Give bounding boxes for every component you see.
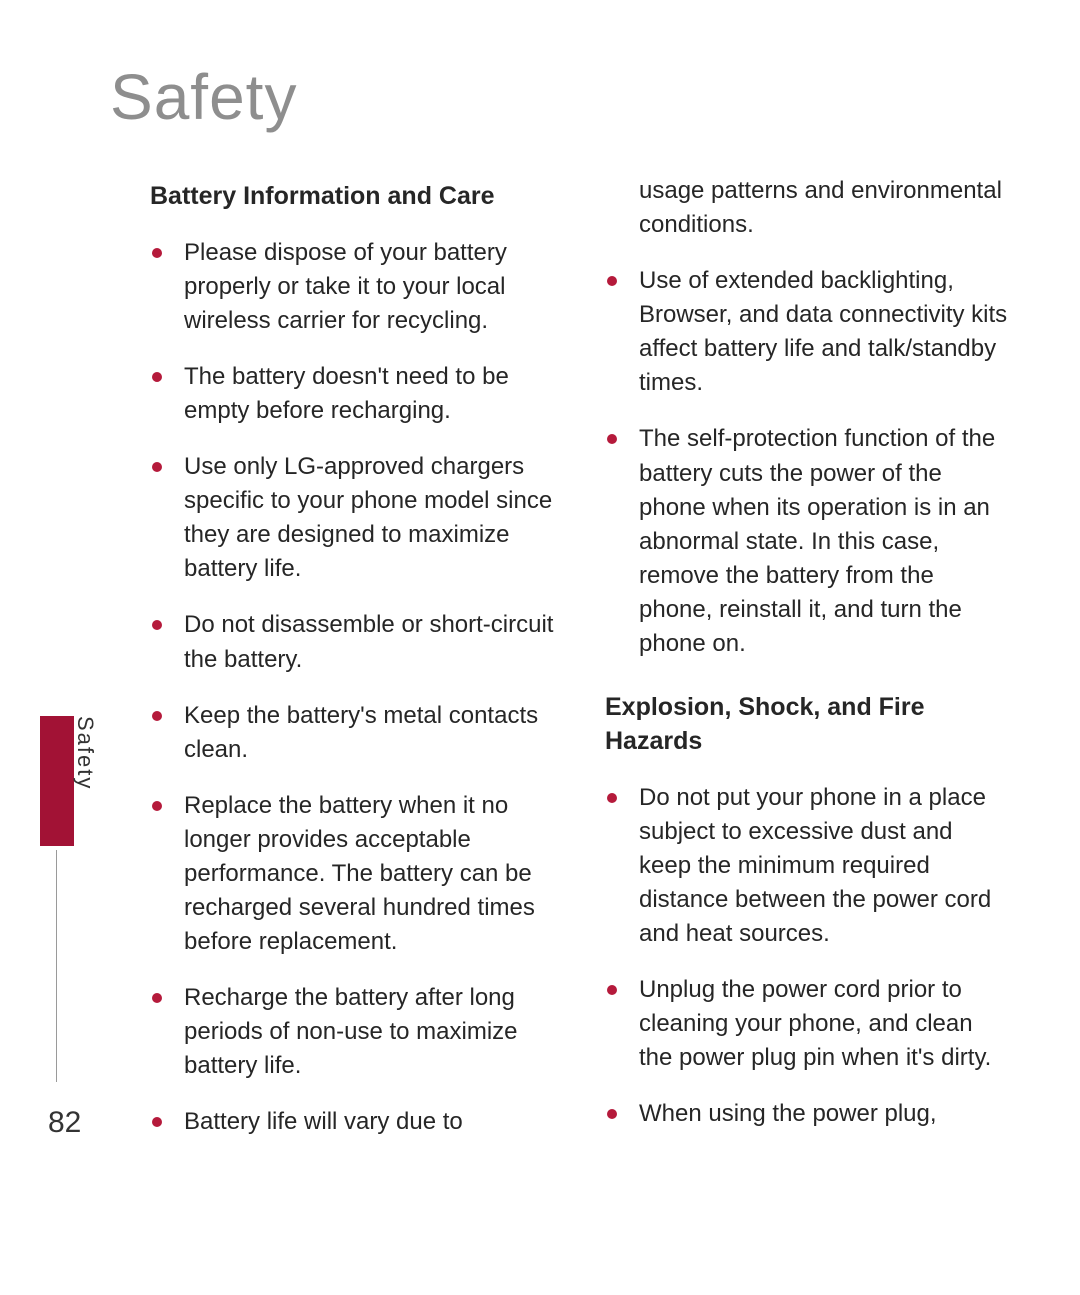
battery-heading: Battery Information and Care — [150, 180, 555, 214]
list-item: Replace the battery when it no longer pr… — [150, 789, 555, 959]
page-title: Safety — [110, 60, 1010, 134]
battery-list-cont: Use of extended backlighting, Browser, a… — [605, 264, 1010, 661]
list-item: Battery life will vary due to — [150, 1105, 555, 1139]
list-item: Please dispose of your battery properly … — [150, 236, 555, 338]
left-column: Battery Information and Care Please disp… — [150, 174, 555, 1161]
margin-rule — [56, 850, 57, 1082]
battery-list: Please dispose of your battery properly … — [150, 236, 555, 1140]
list-item: Use only LG-approved chargers specific t… — [150, 450, 555, 586]
battery-continuation: usage patterns and environmental conditi… — [605, 174, 1010, 242]
list-item: Do not disassemble or short-circuit the … — [150, 608, 555, 676]
right-column: usage patterns and environmental conditi… — [605, 174, 1010, 1161]
list-item: The battery doesn't need to be empty bef… — [150, 360, 555, 428]
list-item: Recharge the battery after long periods … — [150, 981, 555, 1083]
hazards-list: Do not put your phone in a place subject… — [605, 781, 1010, 1132]
list-item: Use of extended backlighting, Browser, a… — [605, 264, 1010, 400]
section-tab — [40, 716, 74, 846]
list-item: When using the power plug, — [605, 1097, 1010, 1131]
list-item: Do not put your phone in a place subject… — [605, 781, 1010, 951]
page-number: 82 — [48, 1106, 81, 1140]
list-item: Keep the battery's metal contacts clean. — [150, 699, 555, 767]
list-item: The self-protection function of the batt… — [605, 422, 1010, 661]
manual-page: Safety Safety 82 Battery Information and… — [0, 0, 1080, 1295]
content-columns: Battery Information and Care Please disp… — [150, 174, 1010, 1161]
list-item: Unplug the power cord prior to cleaning … — [605, 973, 1010, 1075]
hazards-heading: Explosion, Shock, and Fire Hazards — [605, 691, 1010, 759]
section-tab-label: Safety — [72, 716, 98, 790]
